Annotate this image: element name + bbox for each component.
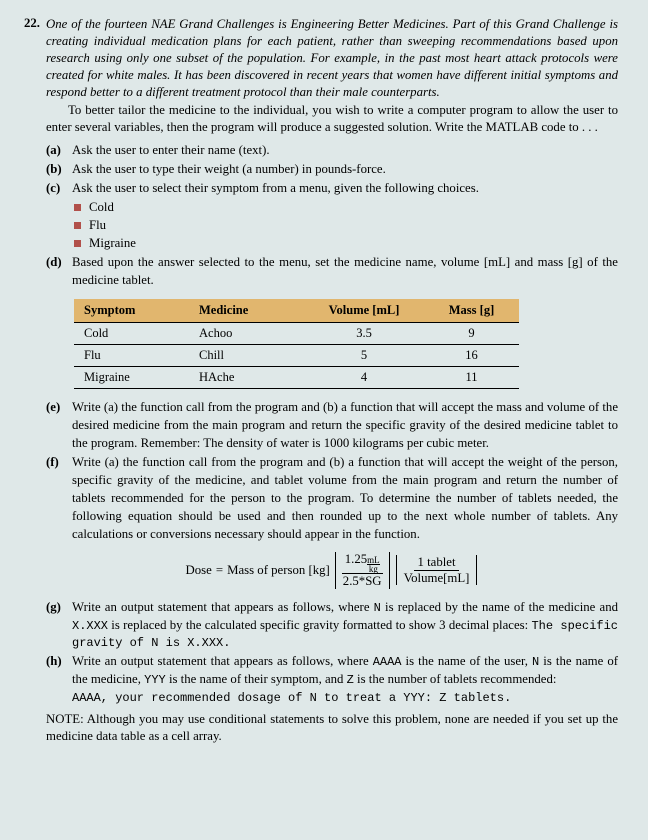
- formula-lhs: Dose: [186, 563, 212, 578]
- table-cell: 4: [304, 367, 424, 389]
- part-text: Write (a) the function call from the pro…: [72, 454, 618, 544]
- part-b: (b) Ask the user to type their weight (a…: [46, 161, 618, 179]
- bullet-label: Cold: [89, 199, 114, 217]
- frac-numerator: 1.25mLkg: [342, 552, 383, 574]
- frac-denominator: Volume[mL]: [401, 571, 473, 586]
- part-h: (h) Write an output statement that appea…: [46, 653, 618, 707]
- table-header: Volume [mL]: [304, 299, 424, 323]
- part-label: (h): [46, 653, 72, 707]
- dose-formula: Dose = Mass of person [kg] 1.25mLkg 2.5*…: [46, 552, 618, 589]
- table-cell: 9: [424, 323, 519, 345]
- part-a: (a) Ask the user to enter their name (te…: [46, 142, 618, 160]
- table-cell: 16: [424, 345, 519, 367]
- equals-sign: =: [216, 563, 223, 578]
- table-header: Medicine: [189, 299, 304, 323]
- part-text: Ask the user to enter their name (text).: [72, 142, 618, 160]
- fraction-2: 1 tablet Volume[mL]: [396, 555, 478, 585]
- second-paragraph: To better tailor the medicine to the ind…: [46, 102, 618, 136]
- table-header-row: Symptom Medicine Volume [mL] Mass [g]: [74, 299, 519, 323]
- parts-list-3: (g) Write an output statement that appea…: [46, 599, 618, 707]
- page: 22. One of the fourteen NAE Grand Challe…: [0, 0, 648, 840]
- frac-numerator: 1 tablet: [414, 555, 458, 571]
- part-text: Ask the user to select their symptom fro…: [72, 180, 618, 198]
- table-cell: 5: [304, 345, 424, 367]
- part-c: (c) Ask the user to select their symptom…: [46, 180, 618, 198]
- table-cell: Chill: [189, 345, 304, 367]
- part-label: (c): [46, 180, 72, 198]
- part-d: (d) Based upon the answer selected to th…: [46, 254, 618, 290]
- table-cell: Migraine: [74, 367, 189, 389]
- bullet-label: Flu: [89, 217, 106, 235]
- part-g: (g) Write an output statement that appea…: [46, 599, 618, 653]
- table-cell: Flu: [74, 345, 189, 367]
- part-text: Ask the user to type their weight (a num…: [72, 161, 618, 179]
- part-text: Write an output statement that appears a…: [72, 599, 618, 653]
- table-header: Symptom: [74, 299, 189, 323]
- table-header: Mass [g]: [424, 299, 519, 323]
- part-e: (e) Write (a) the function call from the…: [46, 399, 618, 453]
- frac-denominator: 2.5*SG: [340, 574, 385, 589]
- square-bullet-icon: [74, 222, 81, 229]
- part-label: (a): [46, 142, 72, 160]
- part-label: (f): [46, 454, 72, 544]
- part-text: Write an output statement that appears a…: [72, 653, 618, 707]
- part-label: (d): [46, 254, 72, 290]
- table-cell: 11: [424, 367, 519, 389]
- table-row: Cold Achoo 3.5 9: [74, 323, 519, 345]
- medicine-table: Symptom Medicine Volume [mL] Mass [g] Co…: [74, 299, 519, 389]
- table-cell: HAche: [189, 367, 304, 389]
- part-f: (f) Write (a) the function call from the…: [46, 454, 618, 544]
- parts-list: (a) Ask the user to enter their name (te…: [46, 142, 618, 289]
- table-row: Flu Chill 5 16: [74, 345, 519, 367]
- problem-22: 22. One of the fourteen NAE Grand Challe…: [46, 16, 618, 744]
- part-text: Write (a) the function call from the pro…: [72, 399, 618, 453]
- symptom-bullets: Cold Flu Migraine: [74, 199, 618, 253]
- intro-paragraph: One of the fourteen NAE Grand Challenges…: [46, 16, 618, 100]
- question-number: 22.: [24, 16, 40, 31]
- formula-mass: Mass of person [kg]: [227, 563, 330, 578]
- part-label: (g): [46, 599, 72, 653]
- table-cell: Achoo: [189, 323, 304, 345]
- table-cell: 3.5: [304, 323, 424, 345]
- square-bullet-icon: [74, 240, 81, 247]
- parts-list-2: (e) Write (a) the function call from the…: [46, 399, 618, 543]
- part-text: Based upon the answer selected to the me…: [72, 254, 618, 290]
- table-cell: Cold: [74, 323, 189, 345]
- bullet-label: Migraine: [89, 235, 136, 253]
- table-row: Migraine HAche 4 11: [74, 367, 519, 389]
- fraction-1: 1.25mLkg 2.5*SG: [335, 552, 390, 589]
- bullet-item: Migraine: [74, 235, 618, 253]
- note-text: NOTE: Although you may use conditional s…: [46, 711, 618, 744]
- square-bullet-icon: [74, 204, 81, 211]
- output-code: AAAA, your recommended dosage of N to tr…: [72, 691, 511, 705]
- bullet-item: Flu: [74, 217, 618, 235]
- bullet-item: Cold: [74, 199, 618, 217]
- part-label: (b): [46, 161, 72, 179]
- part-label: (e): [46, 399, 72, 453]
